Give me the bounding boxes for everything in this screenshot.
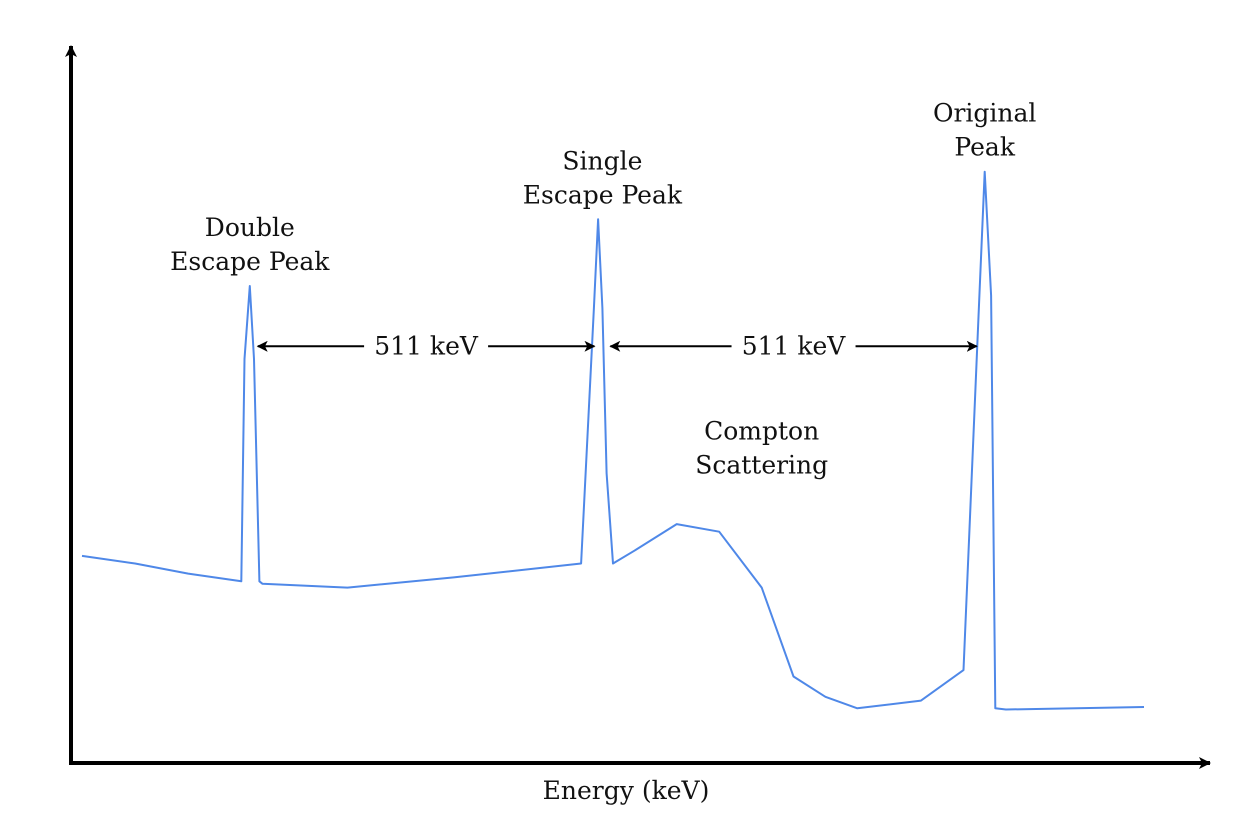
- dimension-label-5: 511 keV: [742, 331, 847, 360]
- x-axis-label: Energy (keV): [543, 776, 710, 805]
- annotation-label-0-line-1: Escape Peak: [170, 247, 330, 276]
- spectrum-line: [81, 170, 1145, 711]
- annotation-label-2-line-0: Original: [933, 99, 1036, 128]
- annotation-label-1-line-0: Single: [562, 146, 642, 175]
- annotation-label-3-line-0: Compton: [704, 416, 819, 445]
- annotation-label-1-line-1: Escape Peak: [523, 180, 683, 209]
- annotation-label-2-line-1: Peak: [954, 133, 1015, 162]
- annotation-label-0-line-0: Double: [205, 213, 295, 242]
- dimension-label-4: 511 keV: [374, 331, 479, 360]
- annotation-layer: Double Escape Peak Single Escape Peak Origin…: [170, 99, 1036, 480]
- annotation-label-3-line-1: Scattering: [695, 450, 828, 479]
